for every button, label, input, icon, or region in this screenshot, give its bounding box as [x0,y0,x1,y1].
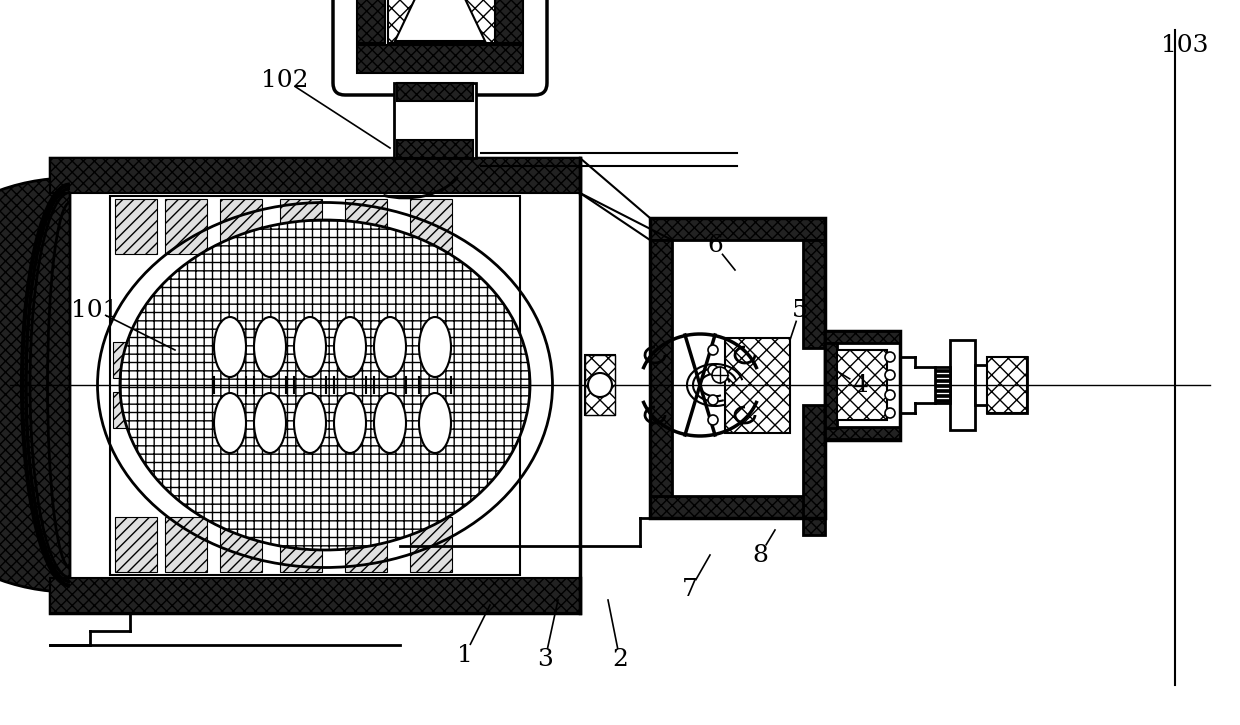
Bar [804,405,825,535]
Circle shape [885,390,895,400]
Text: 103: 103 [1161,33,1209,57]
Bar [987,357,1027,413]
Bar [110,196,520,575]
Bar [650,218,825,518]
Bar [219,199,262,254]
Text: 6: 6 [707,233,723,257]
Circle shape [885,370,895,380]
Bar [165,199,207,254]
Circle shape [885,408,895,418]
Bar [935,369,950,372]
Text: 8: 8 [753,544,768,566]
Bar [115,517,157,572]
Ellipse shape [215,393,246,453]
Circle shape [708,415,718,425]
Bar [410,517,453,572]
Bar [950,340,975,430]
Bar [975,365,987,405]
Bar [50,578,580,613]
Bar [113,392,162,428]
Circle shape [885,352,895,362]
Text: 102: 102 [262,68,309,91]
Bar [650,496,825,518]
Circle shape [708,395,718,405]
Bar [50,158,580,193]
Circle shape [712,367,728,383]
Ellipse shape [254,317,286,377]
Text: 101: 101 [72,299,119,321]
Bar [219,517,262,572]
Bar [113,342,162,378]
Bar [397,140,472,158]
Bar [935,367,950,403]
Circle shape [708,345,718,355]
Bar [650,240,672,496]
Bar [357,0,384,43]
Ellipse shape [419,317,451,377]
Ellipse shape [374,317,405,377]
Bar [825,331,900,440]
Bar [935,374,950,377]
Bar [935,399,950,402]
Bar [935,384,950,387]
Ellipse shape [334,317,366,377]
Bar [585,355,615,415]
FancyBboxPatch shape [334,0,547,95]
Bar [50,158,580,613]
Bar [935,394,950,397]
Bar [825,331,900,343]
Bar [397,83,472,101]
Text: 7: 7 [682,579,698,602]
Bar [825,343,837,428]
Bar [165,517,207,572]
Bar [935,379,950,382]
Text: 1: 1 [458,644,472,666]
Text: 4: 4 [852,373,868,397]
Ellipse shape [419,393,451,453]
Ellipse shape [215,317,246,377]
Bar [357,45,523,73]
Polygon shape [396,0,485,41]
Bar [987,357,1027,413]
Bar [394,83,476,158]
Ellipse shape [294,317,326,377]
Ellipse shape [374,393,405,453]
Ellipse shape [334,393,366,453]
Ellipse shape [120,220,529,550]
Bar [672,240,804,496]
Text: 3: 3 [537,648,553,671]
Bar [585,355,615,415]
Bar [935,389,950,392]
Circle shape [588,373,613,397]
Bar [725,338,790,433]
Bar [280,517,322,572]
Bar [115,199,157,254]
Bar [345,199,387,254]
Bar [825,427,900,439]
Bar [495,0,523,43]
Circle shape [708,365,718,375]
Bar [345,517,387,572]
Bar [388,0,495,43]
Bar [410,199,453,254]
Bar [280,199,322,254]
Bar [837,350,887,420]
Ellipse shape [254,393,286,453]
Bar [650,218,825,240]
Bar [804,240,825,348]
Text: 2: 2 [613,648,627,671]
Text: 5: 5 [792,299,808,321]
Ellipse shape [294,393,326,453]
Wedge shape [0,178,69,592]
